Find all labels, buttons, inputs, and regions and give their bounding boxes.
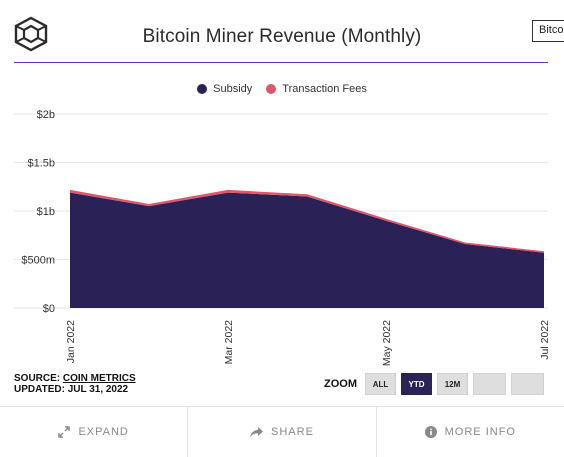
footer-actions: EXPAND SHARE MORE INFO (0, 406, 564, 457)
info-circle-icon (424, 426, 437, 438)
chart-header: Bitcoin Miner Revenue (Monthly) Bitco (0, 0, 564, 64)
legend-swatch-subsidy (197, 84, 208, 94)
header-divider (14, 62, 548, 63)
legend-label-subsidy: Subsidy (213, 83, 253, 95)
chart-title: Bitcoin Miner Revenue (Monthly) (142, 26, 422, 47)
more-info-label: MORE INFO (444, 426, 516, 438)
legend-label-transaction-fees: Transaction Fees (282, 83, 367, 95)
chart-legend: Subsidy Transaction Fees (0, 83, 564, 95)
share-button[interactable]: SHARE (188, 407, 377, 457)
source-label: SOURCE: (14, 373, 61, 384)
y-tick-label-3: $1.5b (27, 158, 55, 170)
x-tick-label-1: Mar 2022 (223, 320, 235, 365)
x-tick-label-3: Jul 2022 (539, 320, 551, 360)
y-tick-label-0: $0 (43, 303, 55, 315)
block-cube-logo-icon[interactable] (13, 16, 49, 52)
updated-date: UPDATED: JUL 31, 2022 (14, 384, 129, 395)
share-label: SHARE (271, 426, 314, 438)
source-link[interactable]: COIN METRICS (62, 373, 136, 384)
more-info-button[interactable]: MORE INFO (377, 407, 564, 457)
zoom-ytd-button[interactable]: YTD (401, 373, 432, 395)
legend-item-subsidy[interactable]: Subsidy (197, 83, 252, 95)
expand-arrows-icon (58, 426, 71, 438)
zoom-blank-button-1[interactable] (473, 373, 506, 395)
zoom-blank-button-2[interactable] (511, 373, 544, 395)
expand-button[interactable]: EXPAND (0, 407, 189, 457)
zoom-label: ZOOM (324, 378, 357, 390)
x-tick-label-0: Jan 2022 (65, 320, 77, 363)
share-arrow-icon (250, 426, 264, 437)
y-tick-label-1: $500m (21, 255, 55, 267)
y-tick-label-2: $1b (37, 206, 55, 218)
expand-label: EXPAND (78, 426, 129, 438)
zoom-12m-button[interactable]: 12M (437, 373, 468, 395)
legend-item-transaction-fees[interactable]: Transaction Fees (266, 83, 367, 95)
legend-swatch-transaction-fees (266, 84, 277, 94)
source-line: SOURCE: COIN METRICS (14, 373, 136, 384)
zoom-all-button[interactable]: ALL (365, 373, 396, 395)
y-tick-label-4: $2b (37, 109, 55, 121)
zoom-controls: ZOOM ALL YTD 12M (324, 373, 544, 395)
area-chart[interactable]: $0 $500m $1b $1.5b $2b Jan 2022 Mar 2022 May 20… (0, 100, 564, 370)
transaction-fees-line (69, 189, 545, 253)
subsidy-area (70, 192, 544, 308)
x-tick-label-2: May 2022 (381, 320, 393, 366)
source-block: SOURCE: COIN METRICS UPDATED: JUL 31, 20… (14, 373, 136, 395)
tooltip-fragment: Bitco (532, 20, 564, 42)
